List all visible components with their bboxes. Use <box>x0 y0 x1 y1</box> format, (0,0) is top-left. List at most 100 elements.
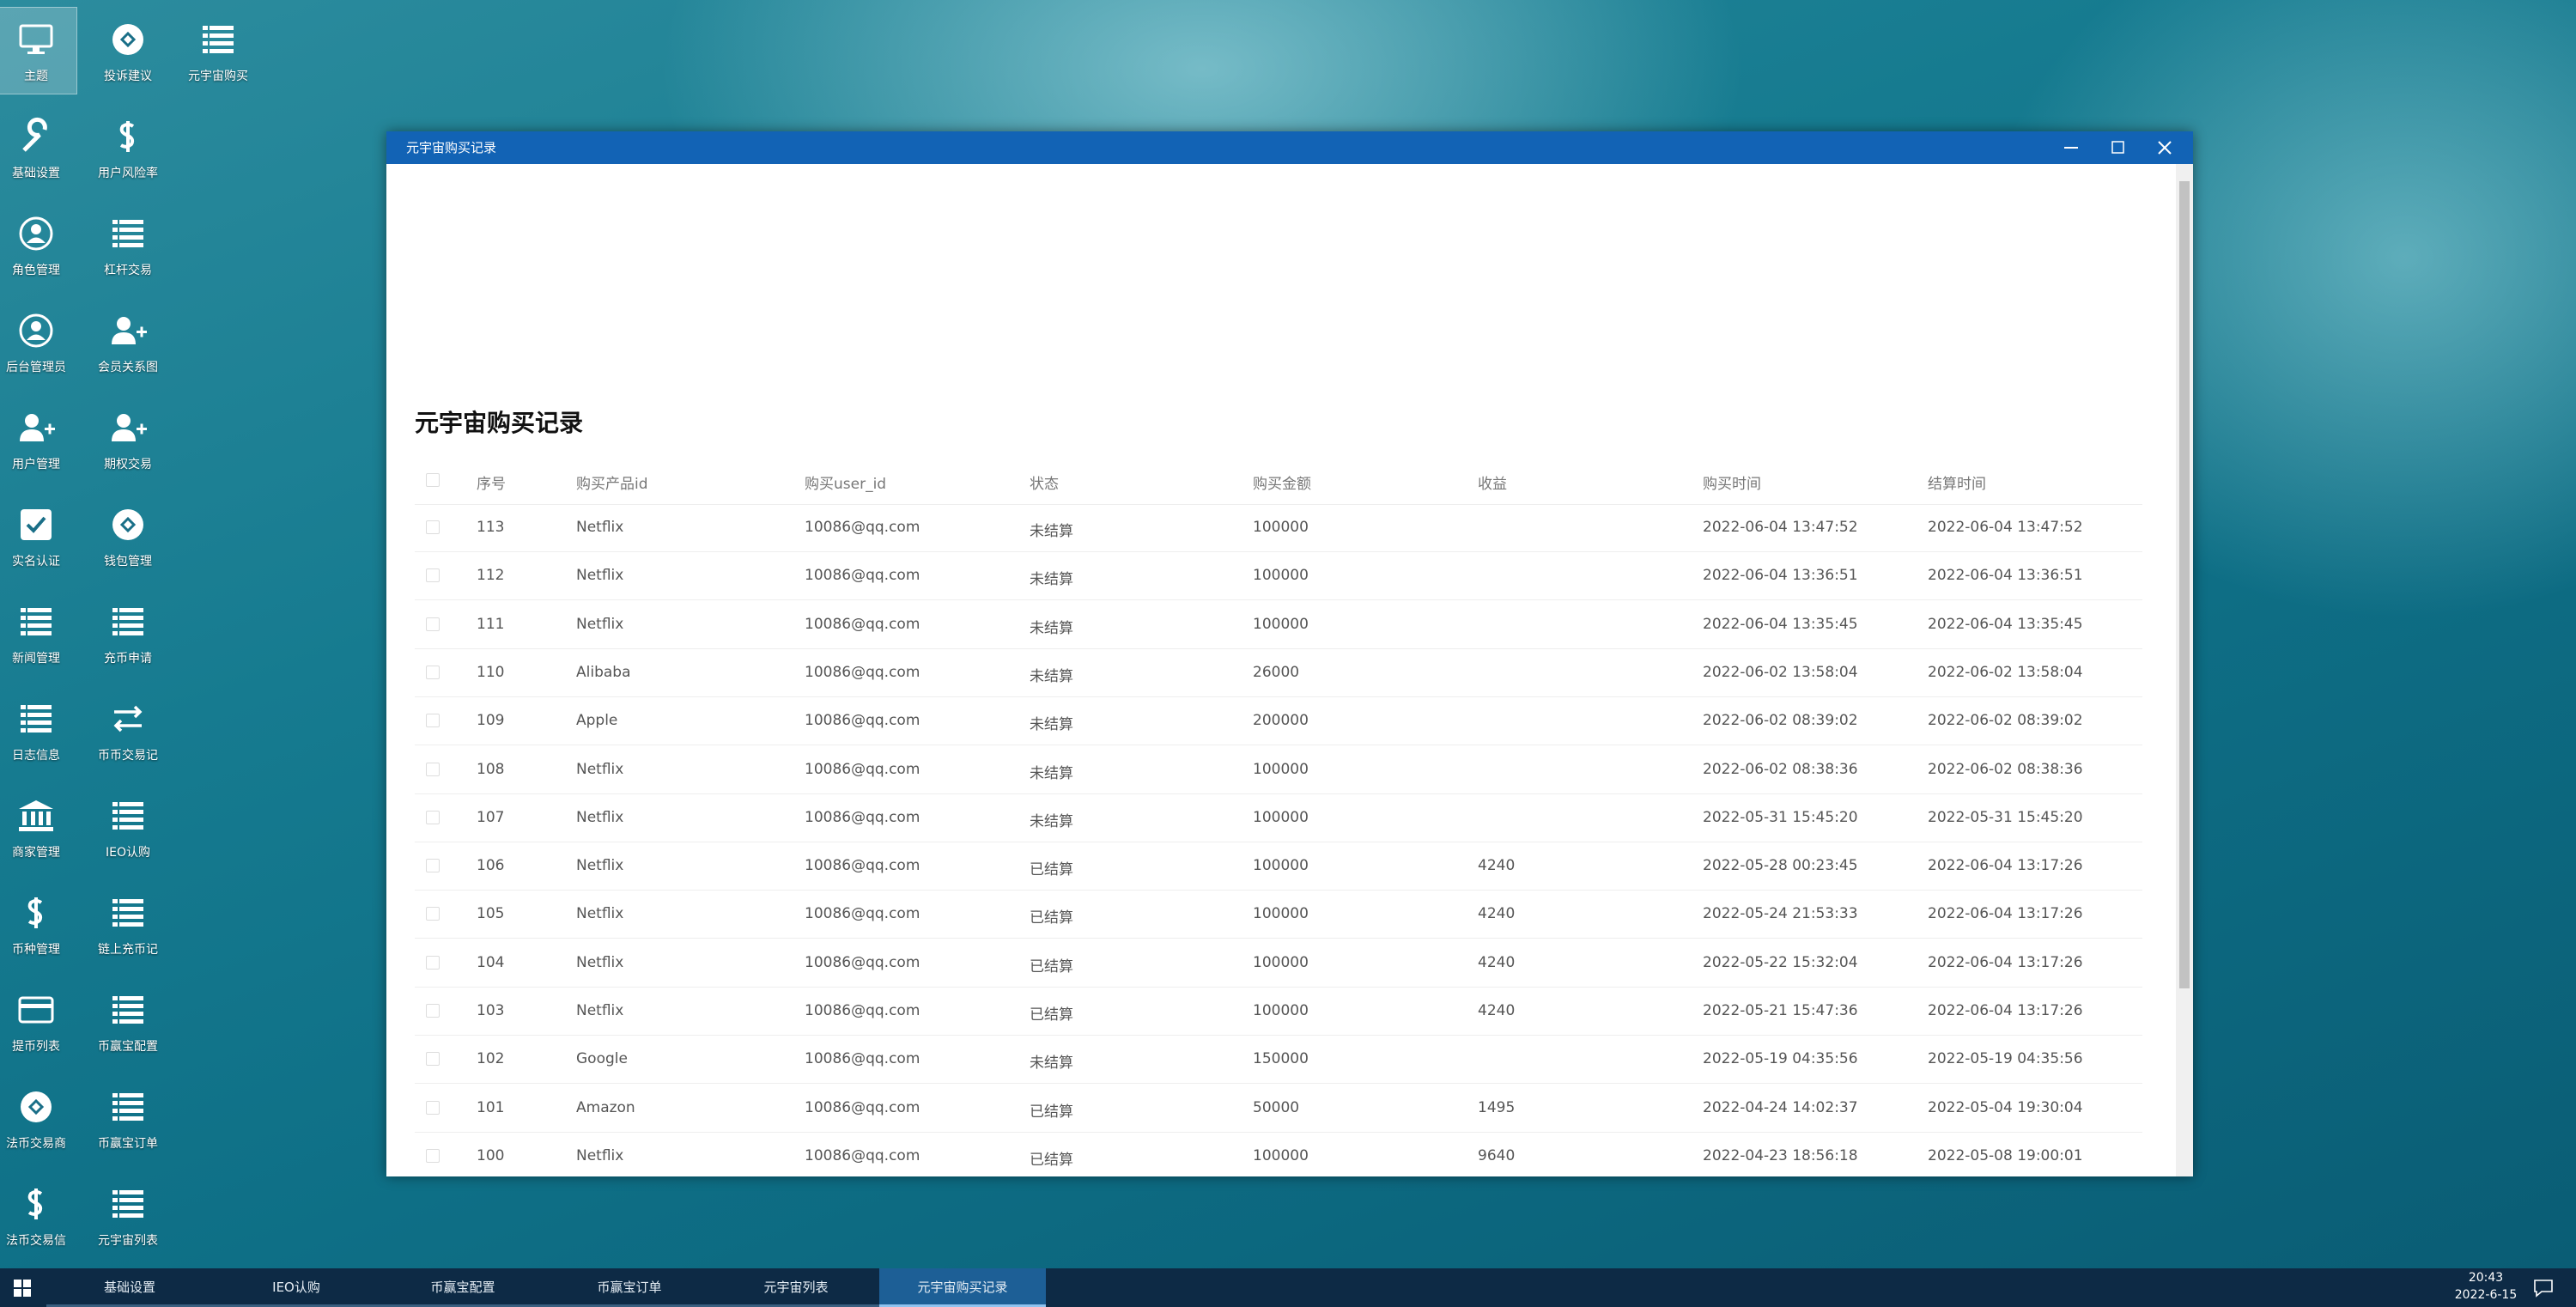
taskbar-tab[interactable]: 基础设置 <box>46 1268 213 1307</box>
table-cell: 108 <box>477 760 505 778</box>
row-separator <box>415 1083 2142 1085</box>
scrollbar[interactable] <box>2176 164 2193 1176</box>
column-header: 结算时间 <box>1928 476 1986 493</box>
row-separator <box>415 551 2142 552</box>
taskbar-tab[interactable]: IEO认购 <box>213 1268 380 1307</box>
table-cell: 100 <box>477 1146 505 1164</box>
icon-label: 法币交易商 <box>6 1137 66 1151</box>
icon-label: 日志信息 <box>12 749 60 763</box>
checkbox[interactable] <box>426 1052 440 1067</box>
table-cell: 未结算 <box>1030 667 1073 685</box>
icon-label: 币赢宝订单 <box>98 1137 158 1151</box>
table-cell: 2022-06-04 13:47:52 <box>1928 519 2083 536</box>
icon-glyph <box>20 414 55 441</box>
taskbar-tab[interactable]: 币赢宝订单 <box>546 1268 713 1307</box>
icon-glyph <box>19 800 53 831</box>
checkbox[interactable] <box>426 473 440 487</box>
table-cell: 100000 <box>1253 1002 1309 1019</box>
icon-glyph <box>27 1188 43 1219</box>
icon-glyph <box>21 1091 52 1122</box>
checkbox[interactable] <box>426 1148 440 1163</box>
icon-label: 钱包管理 <box>104 555 152 568</box>
icon-glyph <box>112 1190 143 1218</box>
table-cell: 4240 <box>1478 857 1516 875</box>
icon-glyph <box>112 317 147 344</box>
table-cell: 100000 <box>1253 519 1309 536</box>
icon-glyph <box>112 802 143 830</box>
table-cell: 4240 <box>1478 953 1516 971</box>
table-cell: 2022-06-04 13:35:45 <box>1703 615 1858 633</box>
taskbar-tab[interactable]: 币赢宝配置 <box>380 1268 546 1307</box>
table-cell: Netflix <box>576 808 624 826</box>
row-separator <box>415 986 2142 988</box>
table-cell: 10086@qq.com <box>805 1050 920 1068</box>
table-cell: 102 <box>477 1050 505 1068</box>
checkbox[interactable] <box>426 1004 440 1018</box>
table-cell: 10086@qq.com <box>805 615 920 633</box>
icon-label: 元宇宙购买 <box>188 70 248 83</box>
table-cell: 2022-05-19 04:35:56 <box>1703 1050 1858 1068</box>
icon-label: 新闻管理 <box>12 652 60 666</box>
checkbox[interactable] <box>426 955 440 970</box>
table-cell: 2022-05-28 00:23:45 <box>1703 857 1858 875</box>
notification-icon[interactable] <box>2533 1279 2554 1298</box>
table-cell: 2022-04-24 14:02:37 <box>1703 1098 1858 1116</box>
table-cell: 10086@qq.com <box>805 567 920 585</box>
icon-label: IEO认购 <box>106 846 150 860</box>
window-controls[interactable] <box>2052 131 2193 164</box>
checkbox[interactable] <box>426 665 440 679</box>
table-cell: 未结算 <box>1030 619 1073 637</box>
icon-glyph <box>112 996 143 1024</box>
row-separator <box>415 890 2142 891</box>
start-button[interactable] <box>14 1280 31 1297</box>
table-cell: 2022-06-02 13:58:04 <box>1703 663 1858 681</box>
table-cell: 100000 <box>1253 567 1309 585</box>
table-cell: Alibaba <box>576 663 631 681</box>
table-cell: 2022-06-04 13:47:52 <box>1703 519 1858 536</box>
window-content: 元宇宙购买记录 序号 购买产品id 购买user_id 状态 购买金额 收益 购买时间 结算时… <box>386 164 2176 1176</box>
scroll-thumb[interactable] <box>2179 181 2190 988</box>
table-cell: 100000 <box>1253 953 1309 971</box>
table-cell: 100000 <box>1253 1146 1309 1164</box>
table-cell: 4240 <box>1478 905 1516 923</box>
column-header: 购买user_id <box>805 476 887 493</box>
table-cell: 100000 <box>1253 808 1309 826</box>
table-cell: 200000 <box>1253 712 1309 730</box>
table-cell: 104 <box>477 953 505 971</box>
table-cell: 111 <box>477 615 505 633</box>
checkbox[interactable] <box>426 520 440 534</box>
icon-glyph <box>112 24 143 55</box>
taskbar-tab[interactable]: 元宇宙购买记录 <box>879 1268 1046 1307</box>
table-cell: 10086@qq.com <box>805 1002 920 1019</box>
table-cell: 10086@qq.com <box>805 1098 920 1116</box>
table-cell: 已结算 <box>1030 1151 1073 1169</box>
checkbox[interactable] <box>426 1100 440 1115</box>
table-cell: 2022-06-02 08:39:02 <box>1703 712 1858 730</box>
icon-label: 法币交易信 <box>6 1234 66 1248</box>
table-cell: 101 <box>477 1098 505 1116</box>
column-header: 状态 <box>1030 476 1059 493</box>
checkbox[interactable] <box>426 762 440 776</box>
clock-time: 20:43 <box>2468 1271 2504 1285</box>
checkbox[interactable] <box>426 617 440 631</box>
taskbar: 基础设置 IEO认购 币赢宝配置 币赢宝订单 元宇宙列表 元宇宙购买记录 20:43 20… <box>0 1268 2576 1307</box>
table-cell: 未结算 <box>1030 812 1073 830</box>
checkbox[interactable] <box>426 907 440 921</box>
checkbox[interactable] <box>426 810 440 824</box>
table-cell: Netflix <box>576 519 624 536</box>
table-cell: Netflix <box>576 615 624 633</box>
checkbox[interactable] <box>426 859 440 873</box>
icon-label: 投诉建议 <box>104 70 152 83</box>
row-separator <box>415 696 2142 697</box>
table-cell: 100000 <box>1253 615 1309 633</box>
taskbar-tab[interactable]: 元宇宙列表 <box>713 1268 879 1307</box>
icon-label: 期权交易 <box>104 458 152 471</box>
checkbox[interactable] <box>426 568 440 583</box>
table-cell: 9640 <box>1478 1146 1516 1164</box>
clock-date: 2022-6-15 <box>2454 1288 2518 1302</box>
table-cell: 100000 <box>1253 760 1309 778</box>
table-cell: 1495 <box>1478 1098 1516 1116</box>
checkbox[interactable] <box>426 714 440 728</box>
icon-glyph <box>21 509 52 540</box>
